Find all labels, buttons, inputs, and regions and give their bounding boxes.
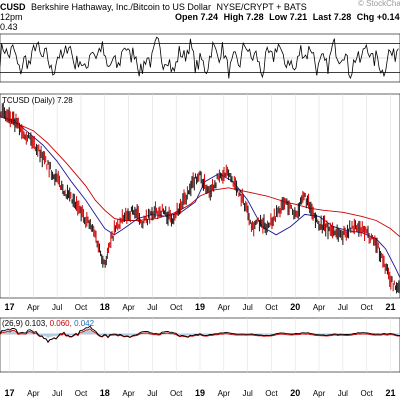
price-bars — [0, 102, 400, 298]
macd-histogram-value: 0.042 — [74, 319, 95, 328]
macd-line — [0, 325, 400, 344]
bottom-x-tick-label: Apr — [122, 389, 135, 398]
long-moving-average-line — [0, 115, 400, 238]
indicator-value: 0.43 — [0, 22, 18, 32]
price-x-tick-label: 19 — [195, 302, 205, 312]
chart-time: 12pm — [0, 12, 23, 23]
price-x-tick-label: 17 — [5, 302, 15, 312]
macd-signal-value: 0.060, — [50, 319, 74, 328]
bottom-x-tick-label: Apr — [313, 389, 326, 398]
price-x-tick-label: Jul — [243, 303, 253, 312]
macd-panel: (26,9) 0.103, 0.060, 0.042 17 Apr Jul Oct 18 A… — [0, 317, 400, 398]
price-x-tick-label: Jul — [338, 303, 348, 312]
open-value: 7.24 — [200, 12, 219, 22]
time-label: 12pm — [0, 12, 23, 22]
price-x-tick-label: Jul — [147, 303, 157, 312]
low-value: 7.21 — [289, 12, 308, 22]
bottom-x-tick-label: 20 — [290, 388, 300, 398]
bottom-x-tick-label: Oct — [75, 389, 88, 398]
price-x-tick-label: Apr — [313, 303, 326, 312]
symbol-label: CUSD — [0, 2, 26, 12]
bottom-x-tick-label: Apr — [218, 389, 231, 398]
chg-value: +0.14 — [376, 12, 400, 22]
macd-value: 0.103, — [25, 319, 49, 328]
bottom-x-tick-label: 19 — [195, 388, 205, 398]
macd-signal-line — [0, 328, 400, 343]
chg-label: Chg — [356, 12, 375, 22]
price-x-tick-label: Jul — [52, 303, 62, 312]
price-x-tick-label: Apr — [27, 303, 40, 312]
last-value: 7.28 — [333, 12, 352, 22]
bottom-x-tick-label: Jul — [147, 389, 157, 398]
price-x-tick-label: Oct — [360, 303, 373, 312]
price-x-tick-label: Oct — [170, 303, 183, 312]
price-panel-title: TCUSD (Daily) 7.28 — [2, 96, 73, 105]
watermark: © StockCharts — [358, 0, 400, 8]
oscillator-panel — [0, 33, 400, 83]
price-x-tick-label: Oct — [265, 303, 278, 312]
price-x-tick-label: 20 — [290, 302, 300, 312]
price-x-tick-label: Apr — [218, 303, 231, 312]
bottom-x-tick-label: Jul — [243, 389, 253, 398]
exchange-label: NYSE/CRYPT + BATS — [216, 2, 307, 12]
price-x-tick-label: Apr — [122, 303, 135, 312]
bottom-x-tick-label: Jul — [338, 389, 348, 398]
last-label: Last — [312, 12, 332, 22]
oscillator-frame — [0, 33, 400, 83]
bottom-x-tick-label: 21 — [385, 388, 395, 398]
bottom-x-tick-label: 18 — [100, 388, 110, 398]
bottom-x-tick-label: 17 — [5, 388, 15, 398]
price-x-tick-label: 21 — [385, 302, 395, 312]
chart-header-row1: CUSD Berkshire Hathaway, Inc./Bitcoin to… — [0, 2, 307, 13]
company-name: Berkshire Hathaway, Inc./Bitcoin to US D… — [31, 2, 211, 12]
oscillator-line — [0, 36, 399, 80]
price-x-tick-label: 18 — [100, 302, 110, 312]
macd-histogram — [0, 330, 400, 339]
high-value: 7.28 — [246, 12, 264, 22]
bottom-x-tick-label: Oct — [360, 389, 373, 398]
high-label: High — [223, 12, 244, 22]
price-x-tick-label: Oct — [75, 303, 88, 312]
bottom-x-tick-label: Oct — [170, 389, 183, 398]
bottom-x-tick-label: Jul — [52, 389, 62, 398]
quote-row: Open 7.24 High 7.28 Low 7.21 Last 7.28 C… — [175, 12, 400, 23]
low-label: Low — [269, 12, 288, 22]
bottom-x-tick-label: Oct — [265, 389, 278, 398]
price-panel: TCUSD (Daily) 7.28 17 Apr Jul Oct 18 Apr Jul Oct… — [0, 93, 400, 312]
open-label: Open — [175, 12, 199, 22]
bottom-x-tick-label: Apr — [27, 389, 40, 398]
macd-label: (26,9) 0.103, 0.060, 0.042 — [2, 319, 95, 328]
